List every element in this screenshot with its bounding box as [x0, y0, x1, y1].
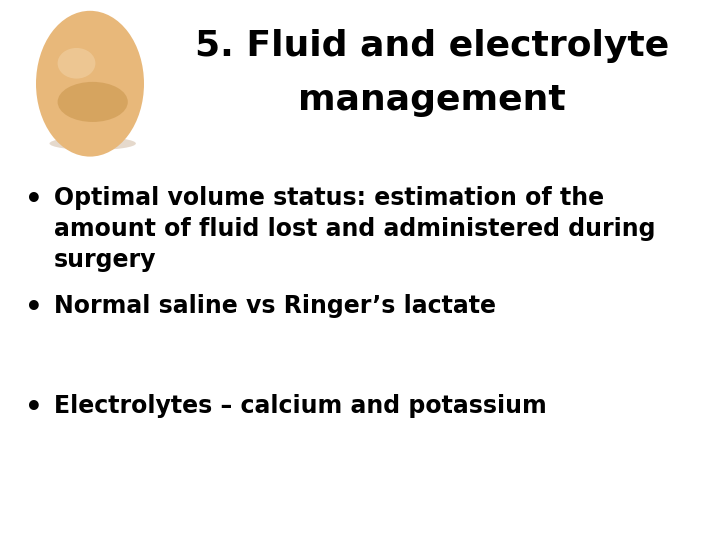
Text: Normal saline vs Ringer’s lactate: Normal saline vs Ringer’s lactate — [54, 294, 496, 318]
Ellipse shape — [58, 82, 128, 122]
Text: management: management — [298, 83, 566, 117]
Ellipse shape — [58, 48, 95, 79]
Text: •: • — [25, 294, 43, 322]
Text: Optimal volume status: estimation of the
amount of fluid lost and administered d: Optimal volume status: estimation of the… — [54, 186, 655, 272]
Ellipse shape — [50, 137, 136, 150]
Text: 5. Fluid and electrolyte: 5. Fluid and electrolyte — [195, 29, 669, 63]
Text: •: • — [25, 186, 43, 214]
Ellipse shape — [36, 11, 144, 157]
Text: Electrolytes – calcium and potassium: Electrolytes – calcium and potassium — [54, 394, 546, 418]
Text: •: • — [25, 394, 43, 422]
